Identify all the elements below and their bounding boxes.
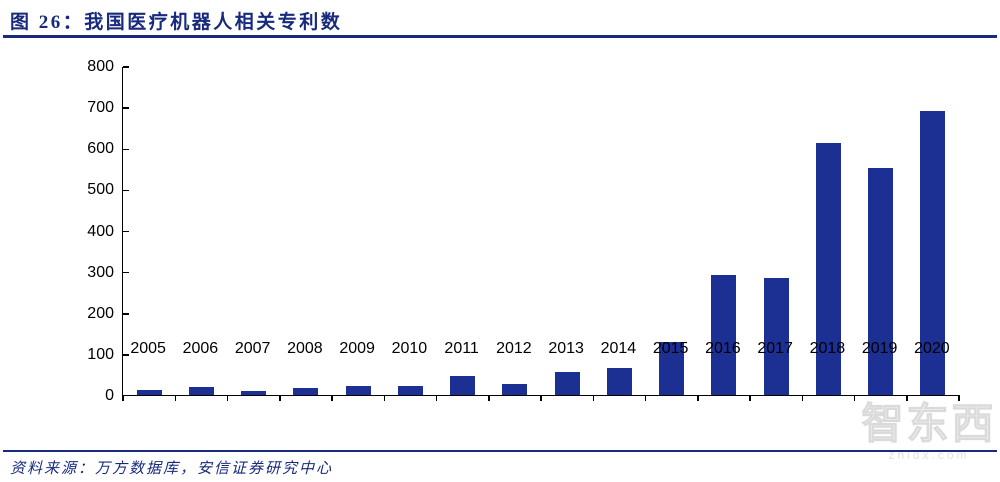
x-axis-tick [435, 395, 438, 401]
bar-2005 [136, 389, 162, 395]
bar-2014 [606, 368, 632, 395]
footer-divider-line [3, 450, 997, 452]
bar-2016 [711, 274, 737, 395]
y-axis-label: 0 [105, 387, 114, 404]
bar-2012 [502, 383, 528, 395]
x-axis-label-2019: 2019 [861, 340, 898, 357]
figure-caption: 图 26：我国医疗机器人相关专利数 [10, 12, 343, 33]
x-axis-label-2013: 2013 [548, 340, 584, 357]
bar-2017 [763, 278, 789, 395]
x-axis-label-2016: 2016 [705, 340, 741, 357]
x-axis-label-2017: 2017 [757, 340, 793, 357]
x-axis-tick [749, 395, 751, 401]
y-axis-label: 400 [87, 222, 114, 240]
bar-2006 [188, 387, 214, 395]
y-axis-tick [123, 66, 129, 68]
y-axis-tick [123, 189, 129, 192]
x-axis-label-2014: 2014 [600, 340, 637, 357]
y-axis-tick [123, 354, 129, 356]
x-axis-label-2005: 2005 [130, 340, 166, 357]
x-axis-label-2007: 2007 [234, 340, 271, 357]
x-axis-tick [226, 395, 229, 401]
y-axis-tick [123, 271, 129, 274]
x-axis-label-2010: 2010 [391, 340, 428, 357]
x-axis-label-2009: 2009 [339, 340, 375, 357]
x-axis-tick [958, 395, 960, 401]
y-axis-label: 600 [87, 140, 114, 158]
y-axis-label: 300 [87, 263, 114, 281]
x-axis-tick [801, 395, 803, 401]
bar-2019 [868, 167, 894, 395]
y-axis-tick [123, 313, 129, 315]
x-axis-tick [697, 395, 699, 401]
x-axis-tick [488, 395, 490, 401]
y-axis-tick [123, 230, 129, 233]
x-axis-tick [383, 395, 385, 401]
y-axis-label: 200 [87, 304, 114, 322]
bar-2009 [345, 385, 371, 395]
bar-2013 [554, 371, 580, 395]
bar-2010 [397, 385, 423, 395]
x-axis-label-2012: 2012 [496, 340, 532, 357]
bar-2018 [815, 142, 841, 395]
x-axis-label-2018: 2018 [809, 340, 846, 357]
x-axis-tick [853, 395, 856, 401]
caption-divider-line [3, 35, 997, 38]
x-axis-tick [122, 395, 124, 401]
bar-2007 [241, 390, 267, 395]
plot-area [122, 66, 960, 401]
y-axis-tick [123, 148, 129, 150]
y-axis-label: 500 [87, 181, 114, 199]
y-axis-label: 700 [87, 99, 114, 117]
x-axis-label-2015: 2015 [652, 340, 689, 357]
x-axis-tick [331, 395, 333, 401]
bar-2008 [293, 388, 319, 395]
bar-2015 [659, 342, 685, 395]
bar-2020 [920, 111, 946, 395]
x-axis-label-2020: 2020 [914, 340, 950, 357]
bar-2011 [450, 375, 476, 395]
x-axis-tick [592, 395, 594, 401]
x-axis-label-2006: 2006 [182, 340, 219, 357]
source-attribution: 资料来源：万方数据库，安信证券研究中心 [10, 461, 334, 477]
x-axis-tick [644, 395, 647, 401]
x-axis-label-2008: 2008 [287, 340, 323, 357]
x-axis-tick [906, 395, 908, 401]
y-axis-label: 100 [87, 345, 114, 363]
x-axis-label-2011: 2011 [444, 340, 479, 357]
x-axis-tick [279, 395, 281, 401]
x-axis-tick [540, 395, 542, 401]
x-axis-tick [174, 395, 176, 401]
y-axis-tick [123, 107, 129, 109]
y-axis-label: 800 [87, 58, 114, 75]
